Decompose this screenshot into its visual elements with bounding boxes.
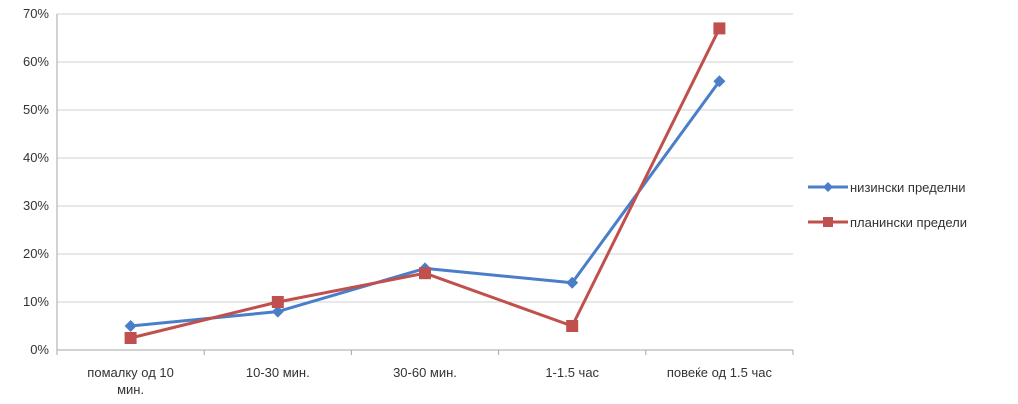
data-point [566, 320, 579, 332]
x-tick-label: 30-60 мин. [393, 365, 457, 380]
data-point [124, 332, 137, 344]
data-point [271, 296, 284, 308]
y-tick-label: 30% [23, 198, 49, 213]
legend: низински пределни плaнински предели [808, 180, 967, 230]
legend-label: плaнински предели [850, 215, 967, 230]
y-tick-label: 10% [23, 294, 49, 309]
y-tick-label: 40% [23, 150, 49, 165]
y-tick-label: 0% [30, 342, 49, 357]
legend-marker [823, 182, 833, 192]
y-tick-label: 50% [23, 102, 49, 117]
x-tick-label: помалку од 10 мин. [87, 365, 174, 397]
legend-marker [823, 217, 833, 227]
series-lines [130, 27, 721, 340]
data-point [713, 75, 726, 88]
data-point [566, 276, 579, 289]
data-point [124, 320, 137, 332]
data-point [419, 267, 431, 280]
data-point [713, 22, 726, 35]
data-point [271, 305, 284, 318]
x-tick-label: повеќе од 1.5 час [667, 365, 773, 380]
x-tick-label: 10-30 мин. [246, 365, 310, 380]
gridlines [57, 13, 793, 303]
axes [56, 14, 794, 355]
series-markers [124, 22, 726, 344]
series-line-2 [130, 27, 721, 340]
y-tick-label: 20% [23, 246, 49, 261]
x-tick-label: 1-1.5 час [545, 365, 599, 380]
y-tick-label: 70% [23, 6, 49, 21]
y-tick-label: 60% [23, 54, 49, 69]
legend-label: низински пределни [850, 180, 966, 195]
axis-labels: 0% 10% 20% 30% 40% 50% 60% 70% помалку од 10 мин.… [23, 6, 772, 397]
